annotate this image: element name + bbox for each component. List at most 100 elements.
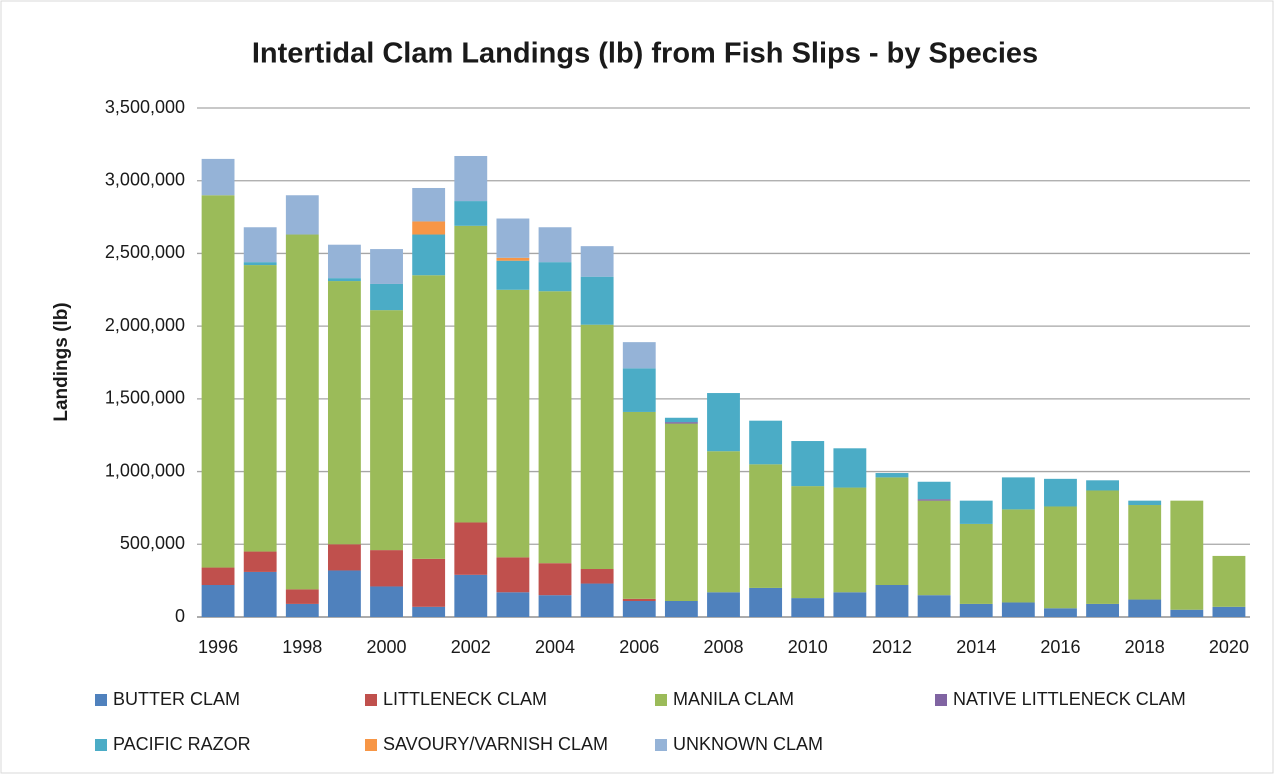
bar-segment [538,262,572,292]
legend-label: BUTTER CLAM [113,689,240,709]
bar-segment [1044,506,1077,609]
bar-segment [327,278,361,282]
bar-segment [454,522,488,575]
bar-segment [454,201,488,226]
bar-segment [454,225,488,523]
bar-segment [496,289,530,558]
bar-segment [412,187,446,222]
bar-segment [454,574,488,617]
bar-segment [201,567,235,586]
bar-segment [412,558,446,607]
bar-segment [1044,478,1077,507]
bar-segment [707,451,740,593]
x-tick-label: 1998 [282,637,322,657]
bar-segment [1128,505,1162,600]
legend-label: MANILA CLAM [673,689,794,709]
bar-segment [580,246,614,277]
bar-segment [201,195,235,568]
bar-segment [327,544,361,571]
bar-segment [285,589,319,604]
y-tick-label: 1,500,000 [105,388,185,408]
x-tick-label: 2016 [1040,637,1080,657]
bar-segment [538,227,572,263]
bar-segment [327,244,361,279]
bar-segment [412,234,446,276]
bar-segment [327,281,361,545]
legend-label: PACIFIC RAZOR [113,734,251,754]
bar-segment [791,486,825,599]
bar-segment [496,260,530,290]
bar-segment [370,283,403,311]
bar-segment [1001,477,1035,510]
x-tick-label: 2000 [367,637,407,657]
bar-segment [496,257,530,261]
bar-segment [749,420,783,465]
bar-segment [580,324,614,570]
bar-segment [1212,606,1246,617]
bar-segment [622,368,656,412]
x-tick-label: 2020 [1209,637,1249,657]
legend-label: LITTLENECK CLAM [383,689,547,709]
bar-segment [412,275,446,559]
bar-segment [1128,500,1162,506]
bar-segment [1044,608,1077,617]
x-tick-label: 2010 [788,637,828,657]
bar-segment [1086,490,1120,604]
bar-segment [580,583,614,617]
legend-swatch [935,694,947,706]
bar-segment [370,586,403,617]
bar-segment [1170,500,1204,610]
bar-segment [1170,609,1204,617]
bar-segment [412,221,446,235]
x-tick-label: 1996 [198,637,238,657]
bar-segment [496,592,530,617]
x-tick-label: 2006 [619,637,659,657]
legend-swatch [95,739,107,751]
y-tick-label: 500,000 [120,533,185,553]
legend-label: SAVOURY/VARNISH CLAM [383,734,608,754]
bar-segment [285,603,319,617]
bar-segment [243,262,277,266]
bar-segment [791,598,825,617]
bar-segment [327,570,361,617]
bar-segment [201,585,235,617]
bar-segment [412,606,446,617]
bar-segment [201,158,235,196]
legend-swatch [365,694,377,706]
bar-segment [243,265,277,552]
bar-segment [370,550,403,587]
legend-swatch [95,694,107,706]
bar-segment [1001,509,1035,603]
bar-segment [538,291,572,564]
x-tick-label: 2014 [956,637,996,657]
bar-segment [959,603,993,617]
bar-segment [496,557,530,593]
bar-segment [622,411,656,599]
legend-swatch [365,739,377,751]
y-tick-label: 3,000,000 [105,169,185,189]
legend-label: UNKNOWN CLAM [673,734,823,754]
bar-segment [833,448,867,488]
bar-segment [875,477,909,586]
x-tick-label: 2002 [451,637,491,657]
legend-swatch [655,694,667,706]
y-axis-label: Landings (lb) [51,302,72,421]
bar-segment [917,481,951,500]
y-tick-label: 0 [175,606,185,626]
bar-segment [749,464,783,588]
bar-segment [664,417,698,423]
y-tick-label: 1,000,000 [105,460,185,480]
legend-swatch [655,739,667,751]
chart-title: Intertidal Clam Landings (lb) from Fish … [252,38,1038,70]
bar-segment [622,601,656,617]
bar-segment [285,234,319,590]
bar-segment [538,563,572,596]
bar-segment [1086,603,1120,617]
bar-segment [959,523,993,604]
bar-segment [833,487,867,593]
bar-segment [791,441,825,487]
bar-segment [749,587,783,617]
bar-segment [370,249,403,284]
legend-label: NATIVE LITTLENECK CLAM [953,689,1186,709]
